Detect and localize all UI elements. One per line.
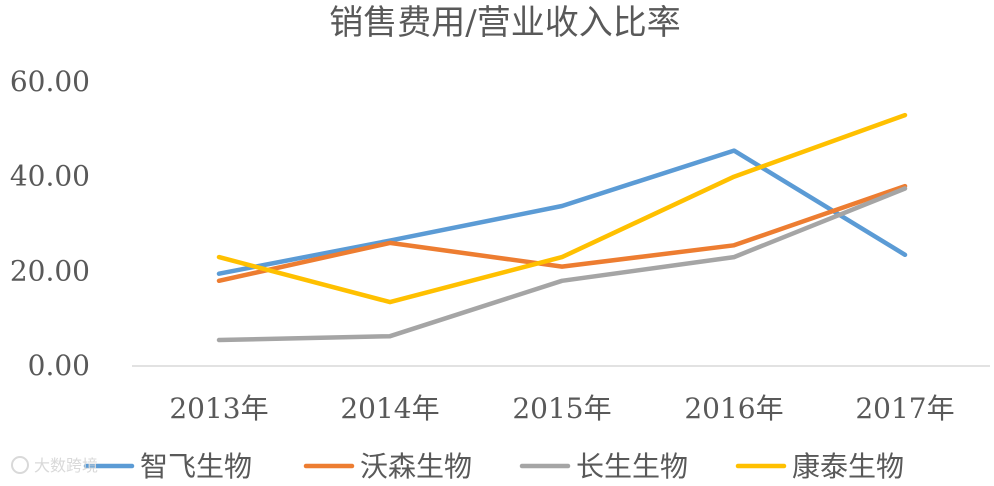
- y-tick-label: 40.00: [10, 160, 90, 193]
- y-tick-label: 0.00: [28, 349, 90, 382]
- x-tick-labels: 2013年 2014年 2015年 2016年 2017年: [169, 392, 954, 425]
- watermark: 大数跨境: [11, 456, 98, 475]
- watermark-text: 大数跨境: [34, 456, 98, 475]
- y-tick-label: 20.00: [10, 254, 90, 287]
- y-tick-labels: 0.00 20.00 40.00 60.00: [10, 65, 90, 382]
- series-lines: [216, 112, 908, 343]
- legend-label: 康泰生物: [792, 450, 904, 483]
- series-line-0: [216, 148, 908, 276]
- x-tick-label: 2017年: [855, 392, 954, 425]
- x-tick-label: 2015年: [512, 392, 611, 425]
- series-line-2: [216, 186, 908, 343]
- series-line-1: [216, 183, 908, 284]
- watermark-logo-icon: [11, 456, 29, 474]
- legend-label: 长生生物: [576, 450, 688, 483]
- x-tick-label: 2013年: [169, 392, 268, 425]
- x-tick-label: 2014年: [340, 392, 439, 425]
- legend: 智飞生物 沃森生物 长生生物 康泰生物: [83, 450, 904, 483]
- legend-label: 智飞生物: [140, 450, 252, 483]
- x-tick-label: 2016年: [684, 392, 783, 425]
- series-line-3: [216, 112, 908, 305]
- legend-label: 沃森生物: [360, 450, 472, 483]
- chart-title: 销售费用/营业收入比率: [329, 3, 680, 43]
- y-tick-label: 60.00: [10, 65, 90, 98]
